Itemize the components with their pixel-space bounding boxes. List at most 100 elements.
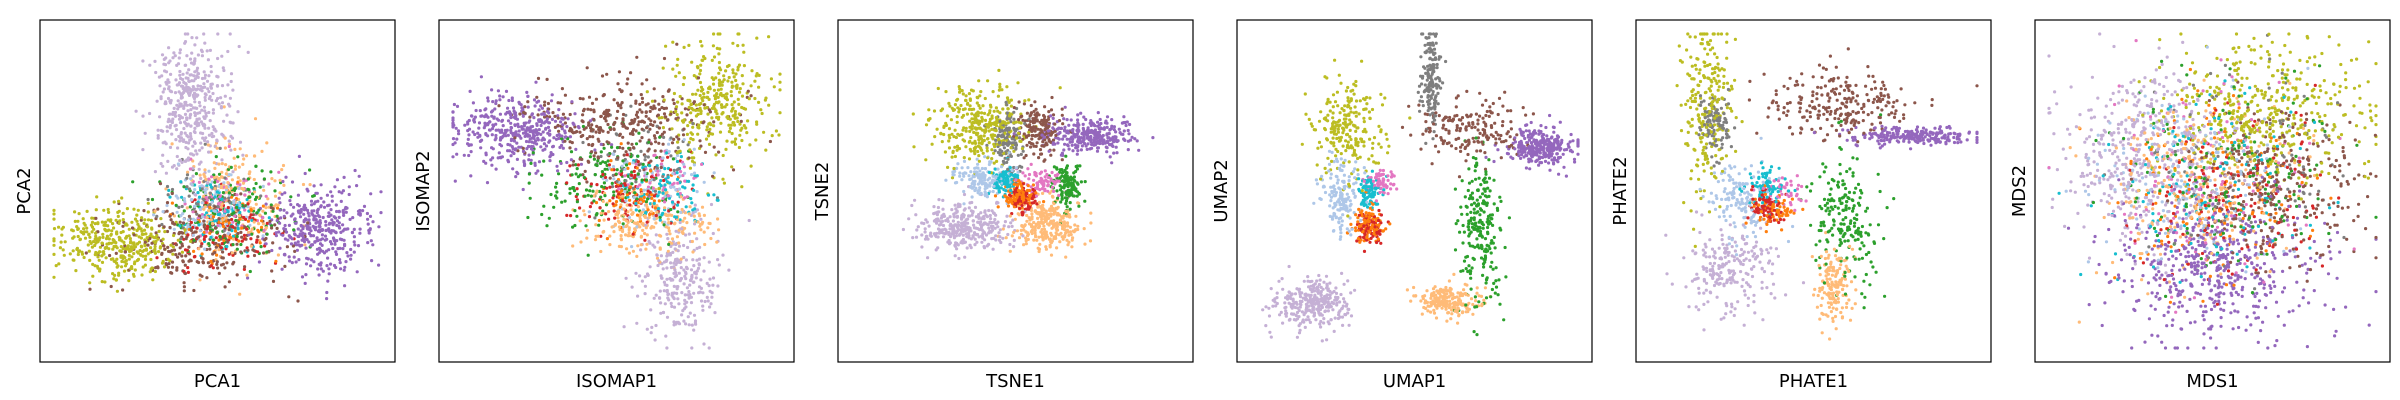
- scatter-point: [685, 132, 690, 136]
- scatter-point: [87, 233, 91, 237]
- scatter-point: [694, 272, 698, 276]
- scatter-point: [689, 301, 694, 305]
- scatter-point: [293, 217, 297, 221]
- scatter-point: [228, 32, 232, 36]
- scatter-point: [451, 155, 455, 159]
- scatter-point: [531, 145, 535, 149]
- scatter-point: [308, 183, 312, 187]
- scatter-point: [563, 135, 567, 139]
- scatter-point: [653, 245, 657, 249]
- scatter-point: [626, 166, 630, 170]
- scatter-point: [573, 130, 578, 134]
- scatter-point: [656, 263, 660, 268]
- scatter-point: [277, 196, 281, 200]
- scatter-point: [655, 130, 659, 135]
- scatter-point: [189, 108, 193, 112]
- scatter-point: [199, 48, 204, 52]
- scatter-point: [507, 110, 512, 114]
- scatter-point: [223, 176, 227, 180]
- scatter-point: [455, 152, 459, 156]
- scatter-point: [194, 149, 198, 153]
- scatter-point: [641, 228, 645, 232]
- scatter-point: [296, 227, 300, 231]
- scatter-point: [239, 230, 243, 234]
- scatter-point: [207, 74, 211, 78]
- scatter-point: [675, 135, 679, 139]
- scatter-point: [192, 249, 196, 253]
- scatter-point: [649, 119, 653, 123]
- scatter-point: [191, 174, 195, 178]
- scatter-point: [682, 243, 686, 248]
- scatter-point: [687, 179, 691, 183]
- scatter-point: [237, 239, 241, 243]
- scatter-point: [196, 75, 200, 79]
- scatter-point: [669, 278, 673, 282]
- scatter-point: [148, 270, 152, 274]
- scatter-point: [111, 247, 115, 251]
- scatter-point: [205, 216, 209, 220]
- scatter-point: [284, 175, 288, 179]
- scatter-point: [183, 199, 187, 203]
- scatter-point: [733, 142, 738, 146]
- scatter-point: [76, 219, 80, 223]
- scatter-point: [146, 197, 150, 202]
- scatter-point: [699, 278, 703, 282]
- scatter-point: [571, 244, 575, 248]
- scatter-point: [560, 127, 564, 131]
- scatter-point: [150, 227, 154, 231]
- scatter-point: [81, 217, 85, 221]
- scatter-point: [667, 242, 671, 246]
- scatter-point: [565, 213, 569, 217]
- scatter-point: [638, 102, 642, 106]
- scatter-point: [619, 106, 623, 110]
- scatter-point: [241, 181, 245, 185]
- scatter-point: [717, 78, 722, 82]
- scatter-point: [91, 240, 96, 244]
- scatter-point: [725, 139, 729, 143]
- scatter-point: [583, 169, 587, 173]
- scatter-point: [486, 99, 490, 103]
- scatter-point: [655, 194, 660, 198]
- scatter-point: [339, 267, 343, 271]
- scatter-point: [499, 144, 504, 148]
- scatter-point: [158, 84, 162, 88]
- scatter-point: [215, 190, 219, 194]
- scatter-point: [235, 247, 239, 251]
- scatter-point: [715, 198, 719, 202]
- scatter-point: [187, 259, 191, 263]
- scatter-point: [114, 218, 118, 222]
- scatter-point: [252, 220, 256, 224]
- scatter-point: [94, 208, 98, 212]
- scatter-point: [148, 63, 152, 67]
- scatter-point: [662, 135, 666, 139]
- scatter-point: [566, 169, 570, 173]
- scatter-point: [213, 166, 217, 170]
- scatter-point: [165, 203, 169, 208]
- scatter-point: [180, 204, 184, 209]
- scatter-point: [655, 210, 659, 214]
- scatter-point: [333, 216, 338, 220]
- scatter-point: [207, 169, 211, 173]
- scatter-point: [736, 97, 740, 101]
- scatter-point: [215, 146, 219, 150]
- scatter-point: [695, 237, 699, 241]
- scatter-point: [560, 116, 564, 120]
- scatter-point: [285, 245, 289, 249]
- scatter-point: [617, 225, 622, 229]
- scatter-point: [262, 251, 266, 255]
- scatter-point: [710, 132, 715, 136]
- scatter-point: [540, 173, 544, 177]
- scatter-point: [213, 195, 217, 199]
- scatter-point: [283, 223, 287, 228]
- scatter-point: [238, 292, 242, 296]
- scatter-point: [204, 201, 208, 205]
- scatter-point: [572, 189, 577, 193]
- scatter-point: [672, 168, 676, 172]
- scatter-point: [661, 174, 665, 179]
- scatter-point: [292, 205, 296, 209]
- scatter-point: [633, 173, 637, 178]
- scatter-point: [586, 253, 590, 257]
- scatter-point: [699, 299, 704, 303]
- scatter-point: [682, 319, 686, 323]
- scatter-point: [198, 173, 202, 177]
